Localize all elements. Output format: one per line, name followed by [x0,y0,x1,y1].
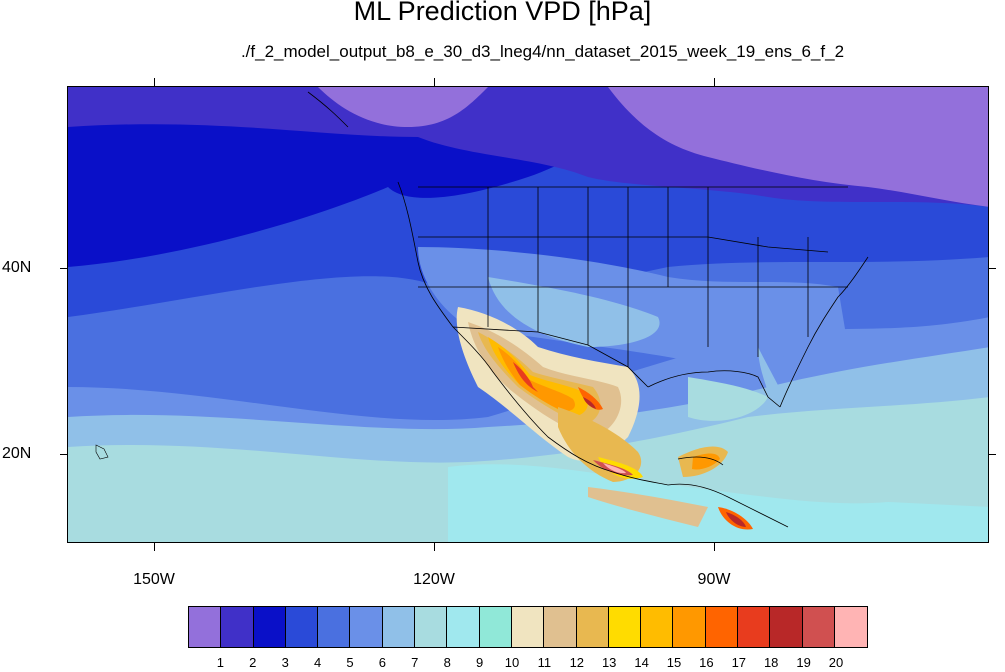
tick-150w-top [154,78,155,86]
colorbar-swatch [608,607,642,647]
lat-label-40n: 40N [2,259,32,276]
colorbar-label: 16 [699,655,714,670]
colorbar-swatch [544,607,577,647]
chart-subtitle: ./f_2_model_output_b8_e_30_d3_lneg4/nn_d… [240,42,845,61]
tick-90w [714,543,715,551]
tick-40n-left [60,268,67,269]
colorbar-label: 13 [601,655,617,670]
colorbar-label: 10 [504,655,520,670]
colorbar-swatch [221,607,254,647]
colorbar-label: 17 [731,655,747,670]
colorbar-label: 20 [828,655,844,670]
colorbar-swatch [738,607,771,647]
colorbar-label: 6 [378,655,386,670]
colorbar-swatch [285,607,319,647]
colorbar-label: 18 [763,655,779,670]
colorbar-swatch [447,607,480,647]
colorbar-swatch [673,607,706,647]
colorbar-swatch [479,607,512,647]
colorbar-swatch [641,607,674,647]
colorbar-swatch [705,607,739,647]
colorbar-swatch [770,607,803,647]
colorbar-label: 5 [346,655,354,670]
colorbar-label: 14 [634,655,649,670]
vpd-field-svg [68,87,988,542]
colorbar-swatch [576,607,609,647]
colorbar-label: 4 [313,655,322,670]
colorbar-swatch [318,607,351,647]
colorbar-label: 19 [796,655,811,670]
colorbar-swatch [415,607,448,647]
lat-label-20n: 20N [2,445,32,462]
colorbar-label: 8 [443,655,451,670]
lon-label-90w: 90W [697,571,731,588]
colorbar-label: 12 [569,655,585,670]
tick-150w [154,543,155,551]
tick-20n-right [989,454,996,455]
tick-120w-top [434,78,435,86]
colorbar-swatch [834,607,868,647]
colorbar-label: 3 [281,655,289,670]
tick-40n-right [989,268,996,269]
colorbar-label: 2 [249,655,257,670]
colorbar-swatch [511,607,545,647]
colorbar-swatch [350,607,383,647]
colorbar-label: 15 [666,655,682,670]
lon-label-150w: 150W [133,571,175,588]
tick-90w-top [714,78,715,86]
vpd-map [67,86,989,543]
colorbar [188,606,869,648]
colorbar-label: 9 [475,655,484,670]
colorbar-label: 1 [216,655,224,670]
tick-20n-left [60,454,67,455]
colorbar-swatch [802,607,835,647]
colorbar-swatch [382,607,416,647]
colorbar-swatch [189,607,222,647]
tick-120w [434,543,435,551]
colorbar-label: 7 [411,655,419,670]
chart-title: ML Prediction VPD [hPa] [353,0,652,26]
lon-label-120w: 120W [413,571,455,588]
colorbar-swatch [253,607,286,647]
colorbar-label: 11 [537,655,552,670]
coastline-lines [307,91,869,528]
